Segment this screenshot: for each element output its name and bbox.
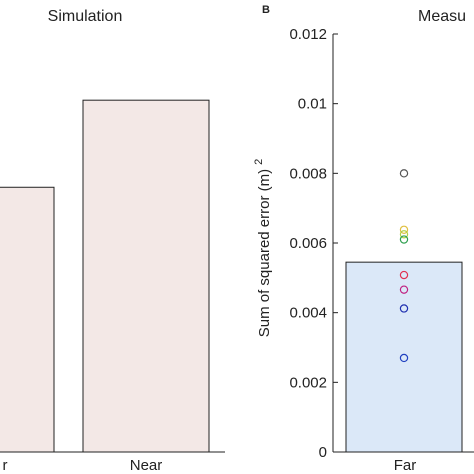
left-panel: Simulation r Near bbox=[0, 8, 225, 474]
data-point bbox=[399, 169, 409, 178]
data-point bbox=[399, 225, 409, 234]
left-bar-far bbox=[0, 186, 55, 453]
right-y-tick-label: 0 bbox=[319, 444, 327, 461]
panel-label-b: B bbox=[262, 4, 270, 16]
right-y-tick-label: 0.002 bbox=[289, 374, 327, 391]
data-point bbox=[399, 270, 409, 280]
data-point bbox=[399, 285, 409, 294]
left-panel-title: Simulation bbox=[48, 8, 123, 25]
right-y-tick-label: 0.006 bbox=[289, 235, 327, 252]
data-point bbox=[399, 304, 409, 313]
right-y-tick-label: 0.012 bbox=[289, 26, 327, 43]
left-category-label-far: r bbox=[3, 457, 8, 474]
right-y-axis-label-superscript: 2 bbox=[253, 159, 265, 165]
right-y-tick-label: 0.01 bbox=[298, 96, 327, 113]
right-category-label-far: Far bbox=[394, 457, 417, 474]
right-y-tick-label: 0.008 bbox=[289, 165, 327, 182]
right-bar-far bbox=[345, 261, 463, 453]
left-category-label-near: Near bbox=[130, 457, 163, 474]
right-y-axis-label: Sum of squared error (m)2 bbox=[253, 159, 273, 338]
right-panel: B Measu 0 0.002 0.004 0.006 0.008 0.01 0.012 S… bbox=[253, 4, 474, 474]
data-point bbox=[399, 230, 409, 239]
data-point bbox=[399, 353, 409, 363]
right-panel-title: Measu bbox=[418, 8, 466, 25]
data-point bbox=[399, 235, 409, 244]
left-bar-near bbox=[82, 99, 210, 453]
right-data-points bbox=[399, 169, 409, 363]
right-y-tick-label: 0.004 bbox=[289, 305, 327, 322]
right-y-ticks: 0 0.002 0.004 0.006 0.008 0.01 0.012 bbox=[289, 26, 338, 461]
